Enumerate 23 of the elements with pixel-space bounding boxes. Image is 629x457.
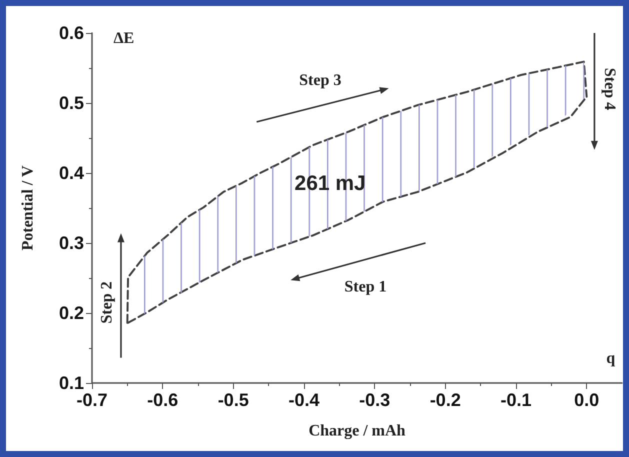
x-tick-label: 0.0: [574, 390, 600, 410]
x-tick-label: -0.4: [288, 390, 320, 410]
y-axis-title: Potential / V: [20, 165, 36, 251]
annotation: Step 3: [299, 72, 342, 90]
x-tick-label: -0.6: [147, 390, 178, 410]
x-axis-title: Charge / mAh: [308, 422, 406, 440]
x-tick-label: -0.3: [359, 390, 390, 410]
annotation: Step 4: [600, 68, 618, 110]
y-tick-label: 0.6: [58, 23, 84, 43]
annotation: q: [606, 350, 616, 367]
annotation: ΔE: [113, 30, 134, 48]
y-tick-label: 0.1: [58, 373, 84, 393]
x-tick-label: -0.1: [500, 390, 532, 410]
x-tick-label: -0.5: [218, 390, 249, 410]
y-tick-label: 0.4: [58, 163, 84, 183]
y-tick-label: 0.5: [58, 93, 84, 113]
x-tick-label: -0.7: [76, 390, 108, 410]
annotation: Step 1: [344, 278, 387, 296]
annotation: 261 mJ: [294, 172, 366, 195]
y-tick-label: 0.2: [58, 303, 84, 323]
x-tick-label: -0.2: [430, 390, 461, 410]
y-tick-label: 0.3: [58, 233, 84, 253]
annotation: Step 2: [98, 281, 116, 324]
